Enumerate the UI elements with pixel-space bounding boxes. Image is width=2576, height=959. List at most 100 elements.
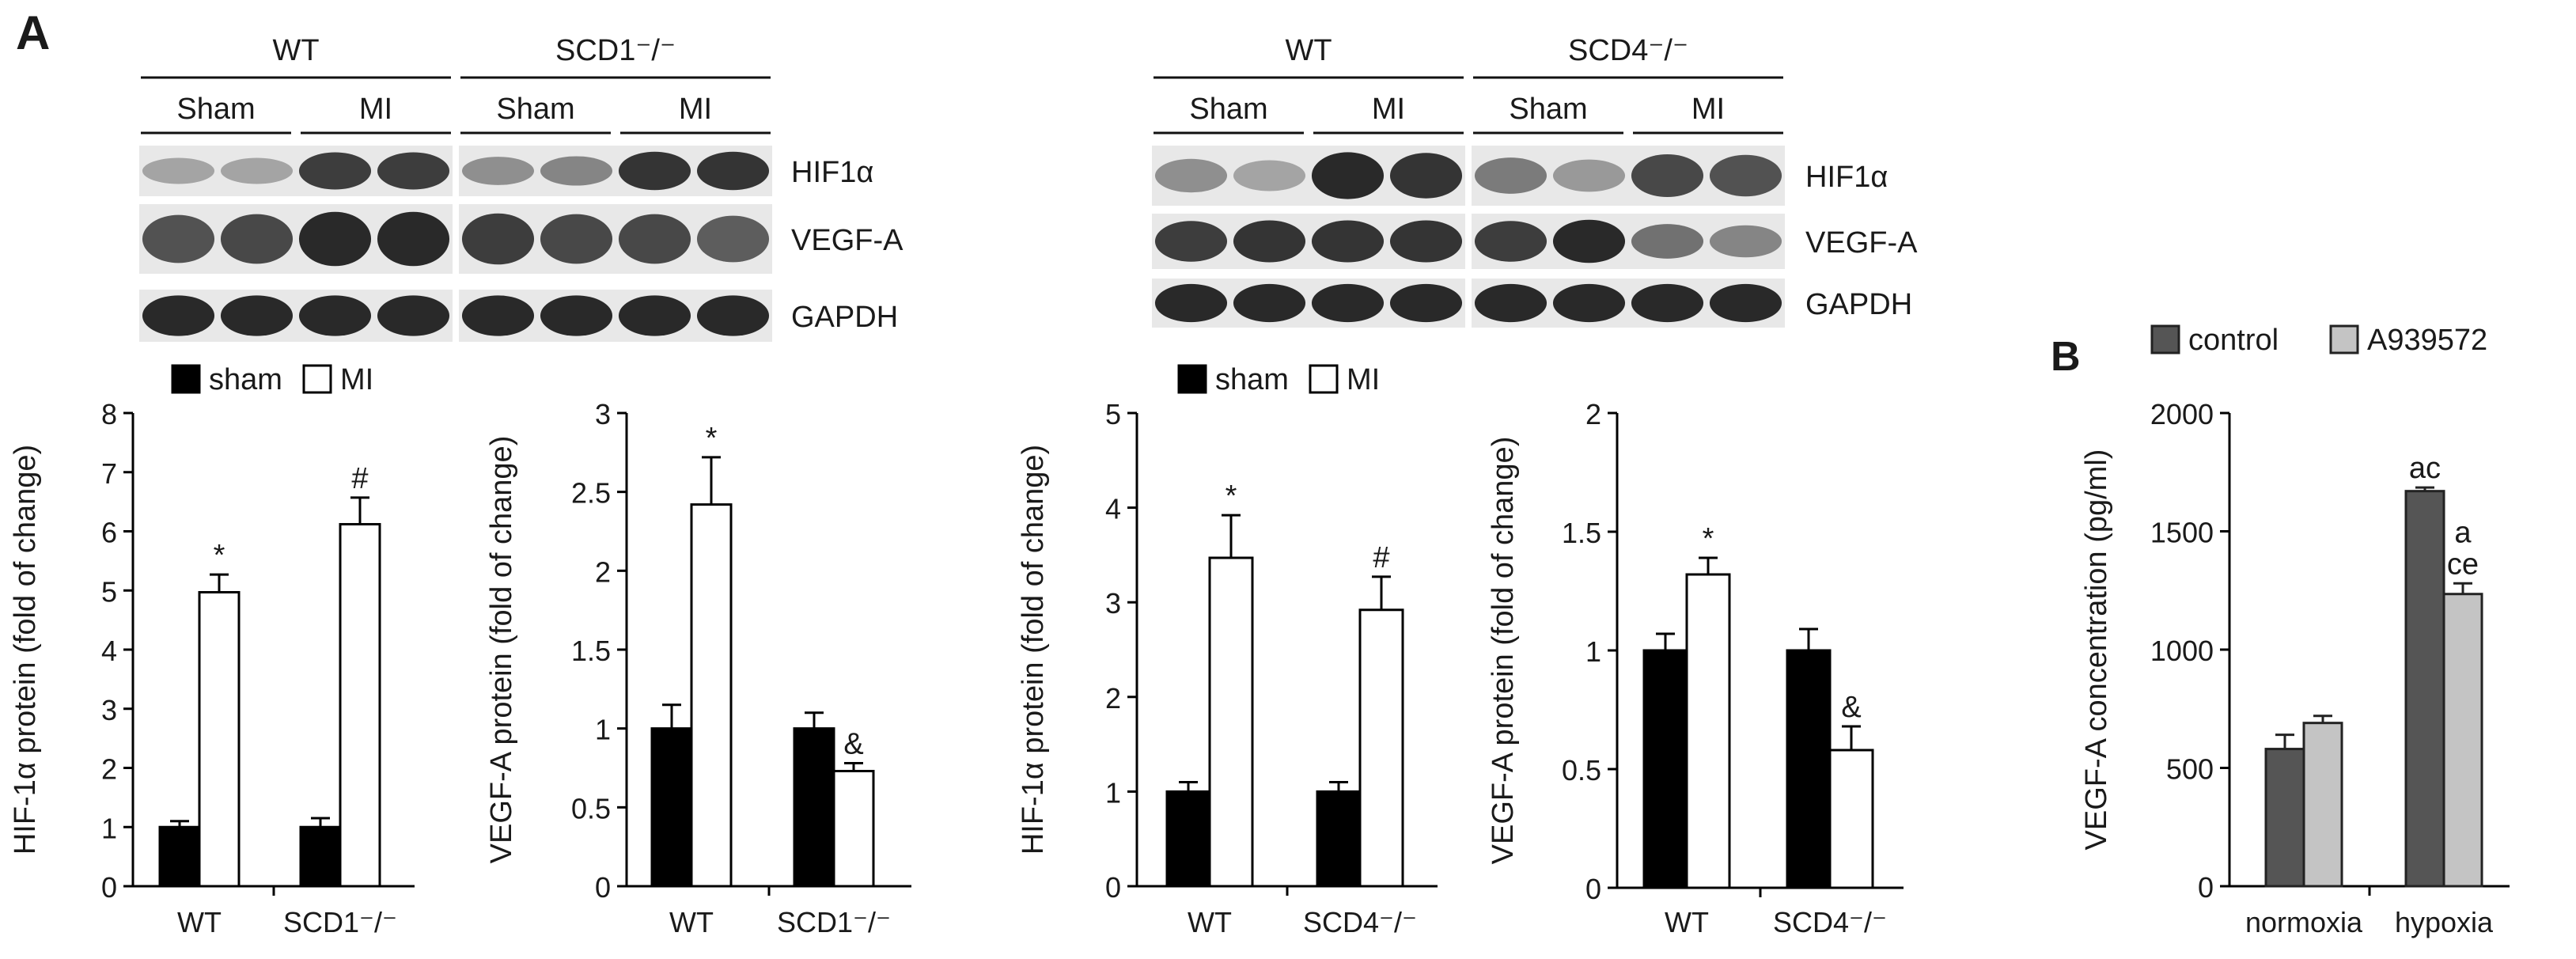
- blot-condition-label: Sham: [1189, 93, 1267, 126]
- blot-band: [298, 152, 372, 190]
- bar: [1642, 649, 1688, 889]
- blot-band: [1154, 158, 1228, 193]
- legend-label: control: [2188, 324, 2279, 357]
- bar: [299, 825, 342, 888]
- blot-condition-label: Sham: [496, 93, 574, 126]
- y-tick-label: 1: [595, 714, 611, 746]
- blot-band: [1709, 283, 1782, 323]
- y-tick-label: 1.5: [1562, 517, 1601, 549]
- legend-label: MI: [340, 363, 373, 396]
- blot-band: [461, 213, 535, 265]
- y-tick-label: 4: [1105, 493, 1121, 525]
- x-tick-label: SCD4⁻/⁻: [1773, 906, 1887, 938]
- y-axis-label: VEGF-A protein (fold of change): [485, 436, 518, 864]
- y-tick-label: 6: [101, 517, 117, 549]
- blot-band: [1474, 221, 1547, 262]
- blot-band: [377, 211, 450, 267]
- blot-band: [461, 295, 535, 336]
- significance-marker: *: [706, 422, 718, 455]
- blot-condition-label: MI: [679, 93, 712, 126]
- bar: [2404, 490, 2445, 888]
- y-tick-label: 3: [1105, 587, 1121, 620]
- blot-band: [1233, 220, 1306, 263]
- significance-marker: #: [1373, 541, 1389, 574]
- blot-band: [696, 295, 770, 336]
- blot-protein-label: HIF1α: [791, 156, 873, 189]
- y-tick-label: 0: [101, 871, 117, 904]
- bar: [832, 769, 875, 888]
- chart-a3: 0 1 2 3 4 5 HIF-1α protein (fold of change) WT S…: [1017, 363, 1438, 938]
- blot-band: [1154, 221, 1228, 262]
- significance-marker: a: [2454, 516, 2472, 549]
- blot-band: [298, 211, 372, 267]
- blot-band: [1552, 219, 1626, 263]
- bar: [650, 727, 693, 888]
- blot-band: [1631, 154, 1704, 198]
- blot-band: [298, 295, 372, 336]
- bar: [2264, 748, 2305, 888]
- blot-condition-label: Sham: [176, 93, 255, 126]
- blot-band: [1631, 283, 1704, 323]
- y-tick-label: 0: [595, 871, 611, 904]
- chart-a2: 0 0.5 1 1.5 2 2.5 3 VEGF-A protein (fold of cha…: [485, 398, 911, 938]
- y-axis-label: VEGF-A protein (fold of change): [1487, 437, 1520, 865]
- chart-b: 0 500 1000 1500 2000 VEGF-A concentration (pg…: [2080, 324, 2510, 938]
- blot-protein-label: GAPDH: [791, 301, 898, 334]
- blot-band: [377, 152, 450, 190]
- blot-band: [1474, 157, 1547, 194]
- bar: [339, 523, 381, 888]
- bar: [198, 590, 241, 888]
- blot-band: [540, 295, 613, 336]
- blot-band: [1233, 160, 1306, 191]
- blot-band: [618, 214, 691, 264]
- significance-marker: &: [1841, 691, 1861, 724]
- y-axis-label: HIF-1α protein (fold of change): [1017, 445, 1050, 855]
- significance-marker: ac: [2409, 452, 2441, 485]
- blot-band: [142, 295, 215, 336]
- blot-band: [220, 295, 294, 336]
- blot-band: [1233, 283, 1306, 323]
- blot-genotype-label: SCD1⁻/⁻: [555, 34, 676, 67]
- blot-band: [540, 214, 613, 264]
- blot-genotype-label: SCD4⁻/⁻: [1568, 34, 1688, 67]
- western-blot-1: WT SCD1⁻/⁻ Sham MI Sham MI HIF1α VEGF-A GAPDH: [139, 34, 903, 342]
- bar: [1358, 608, 1404, 888]
- y-tick-label: 0: [2198, 871, 2214, 904]
- y-tick-label: 7: [101, 457, 117, 490]
- blot-band: [1389, 153, 1463, 199]
- blot-genotype-label: WT: [1285, 34, 1332, 67]
- legend-label: A939572: [2367, 324, 2487, 357]
- blot-band: [1631, 224, 1704, 259]
- blot-band: [1709, 225, 1782, 258]
- blot-band: [1311, 283, 1385, 323]
- y-axis-label: HIF-1α protein (fold of change): [9, 445, 42, 855]
- x-tick-label: hypoxia: [2395, 906, 2494, 938]
- y-tick-label: 2000: [2150, 398, 2214, 430]
- blot-band: [1552, 159, 1626, 192]
- x-tick-label: SCD4⁻/⁻: [1303, 906, 1417, 938]
- blot-band: [1311, 220, 1385, 263]
- panel-label-a: A: [16, 6, 50, 59]
- legend-swatch: [2150, 324, 2180, 354]
- blot-band: [1474, 283, 1547, 323]
- x-tick-label: WT: [669, 906, 714, 938]
- blot-condition-label: MI: [1691, 93, 1725, 126]
- blot-genotype-label: WT: [272, 34, 319, 67]
- y-tick-label: 500: [2166, 753, 2214, 786]
- blot-band: [540, 156, 613, 186]
- blot-band: [618, 151, 691, 191]
- legend-label: MI: [1347, 363, 1380, 396]
- bar: [1316, 790, 1362, 888]
- y-tick-label: 1: [101, 812, 117, 844]
- legend-label: sham: [1215, 363, 1289, 396]
- blot-protein-label: GAPDH: [1805, 288, 1912, 321]
- x-tick-label: WT: [1188, 906, 1232, 938]
- y-tick-label: 2: [101, 753, 117, 786]
- y-tick-label: 2: [595, 555, 611, 588]
- y-axis-label: VEGF-A concentration (pg/ml): [2080, 449, 2113, 851]
- blot-protein-label: VEGF-A: [1805, 226, 1918, 260]
- blot-band: [696, 215, 770, 263]
- y-tick-label: 5: [1105, 398, 1121, 430]
- blot-band: [1389, 283, 1463, 323]
